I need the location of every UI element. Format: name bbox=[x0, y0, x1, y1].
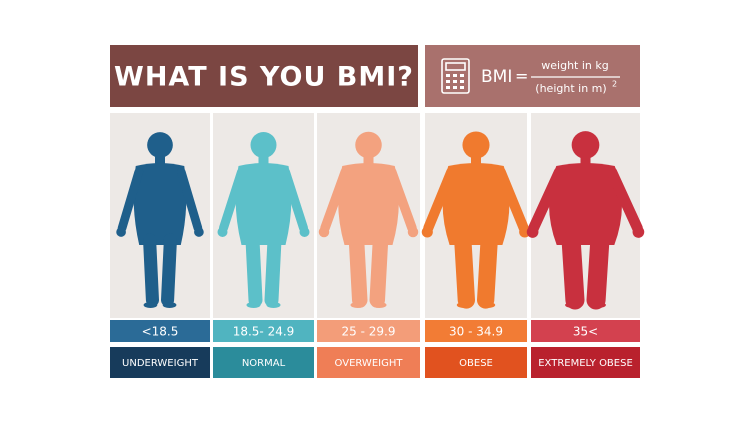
foot bbox=[456, 302, 472, 308]
range-bar bbox=[317, 320, 420, 342]
formula-numerator: weight in kg bbox=[541, 59, 608, 72]
body-silhouette bbox=[421, 131, 531, 309]
range-text: <18.5 bbox=[142, 325, 179, 339]
category-label: NORMAL bbox=[242, 358, 286, 369]
label-bar bbox=[317, 347, 420, 378]
range-text: 25 - 29.9 bbox=[342, 325, 396, 339]
leg bbox=[369, 232, 389, 308]
foot bbox=[143, 302, 158, 308]
head bbox=[147, 132, 173, 158]
hand bbox=[217, 227, 228, 237]
category-label: OVERWEIGHT bbox=[335, 358, 404, 369]
head bbox=[571, 131, 600, 159]
formula-denominator: (height in m) bbox=[535, 82, 606, 95]
torso bbox=[549, 163, 622, 245]
leg bbox=[264, 233, 282, 307]
title-panel bbox=[110, 45, 418, 107]
foot bbox=[350, 302, 365, 308]
neck bbox=[580, 155, 591, 167]
label-bar bbox=[110, 347, 210, 378]
formula-lhs: BMI bbox=[481, 67, 512, 87]
label-bar bbox=[213, 347, 314, 378]
formula-equals: = bbox=[515, 67, 528, 86]
arm bbox=[320, 167, 350, 233]
torso bbox=[442, 163, 510, 245]
leg bbox=[454, 231, 476, 309]
range-bar bbox=[110, 320, 210, 342]
neck bbox=[363, 155, 374, 167]
head bbox=[355, 131, 382, 159]
body-silhouette bbox=[116, 132, 204, 308]
head bbox=[250, 132, 277, 158]
calculator-icon bbox=[441, 58, 470, 94]
arm bbox=[176, 167, 203, 233]
arm bbox=[423, 166, 457, 234]
hand bbox=[194, 227, 204, 237]
range-bar bbox=[531, 320, 640, 342]
arm bbox=[117, 167, 144, 233]
category-label: UNDERWEIGHT bbox=[122, 358, 199, 369]
label-bar bbox=[531, 347, 640, 378]
leg bbox=[476, 231, 498, 309]
neck bbox=[155, 155, 165, 167]
foot bbox=[590, 302, 606, 308]
title: WHAT IS YOU BMI? bbox=[114, 62, 414, 93]
hand bbox=[299, 227, 310, 237]
range-text: 18.5- 24.9 bbox=[233, 325, 295, 339]
arm bbox=[606, 166, 643, 234]
hand bbox=[116, 227, 126, 237]
arm bbox=[387, 167, 417, 233]
hand bbox=[632, 226, 645, 238]
leg bbox=[348, 232, 368, 308]
neck bbox=[471, 155, 481, 167]
leg bbox=[245, 233, 263, 307]
formula-exponent: 2 bbox=[612, 80, 617, 89]
label-bar bbox=[425, 347, 527, 378]
arm bbox=[281, 167, 308, 233]
range-text: 35< bbox=[573, 325, 598, 339]
neck bbox=[258, 155, 269, 167]
range-bar bbox=[425, 320, 527, 342]
body-silhouette bbox=[318, 131, 419, 308]
foot bbox=[162, 302, 177, 308]
arm bbox=[219, 167, 246, 233]
foot bbox=[565, 302, 581, 308]
torso bbox=[338, 163, 399, 245]
torso bbox=[235, 163, 292, 245]
body-silhouette bbox=[217, 132, 310, 308]
arm bbox=[495, 166, 529, 234]
arm bbox=[528, 166, 565, 234]
leg bbox=[561, 230, 585, 310]
leg bbox=[161, 233, 177, 307]
hand bbox=[318, 226, 330, 238]
hand bbox=[421, 226, 433, 238]
foot bbox=[372, 302, 387, 308]
leg bbox=[586, 230, 610, 310]
foot bbox=[266, 302, 281, 308]
head bbox=[462, 131, 490, 159]
category-label: EXTREMELY OBESE bbox=[538, 358, 633, 369]
leg bbox=[143, 233, 159, 307]
category-label: OBESE bbox=[459, 358, 493, 369]
foot bbox=[246, 302, 261, 308]
formula-panel bbox=[425, 45, 640, 107]
range-bar bbox=[213, 320, 314, 342]
hand bbox=[526, 226, 539, 238]
torso bbox=[133, 163, 187, 245]
body-silhouette bbox=[526, 131, 645, 310]
foot bbox=[480, 302, 496, 308]
hand bbox=[407, 226, 419, 238]
range-text: 30 - 34.9 bbox=[449, 325, 503, 339]
